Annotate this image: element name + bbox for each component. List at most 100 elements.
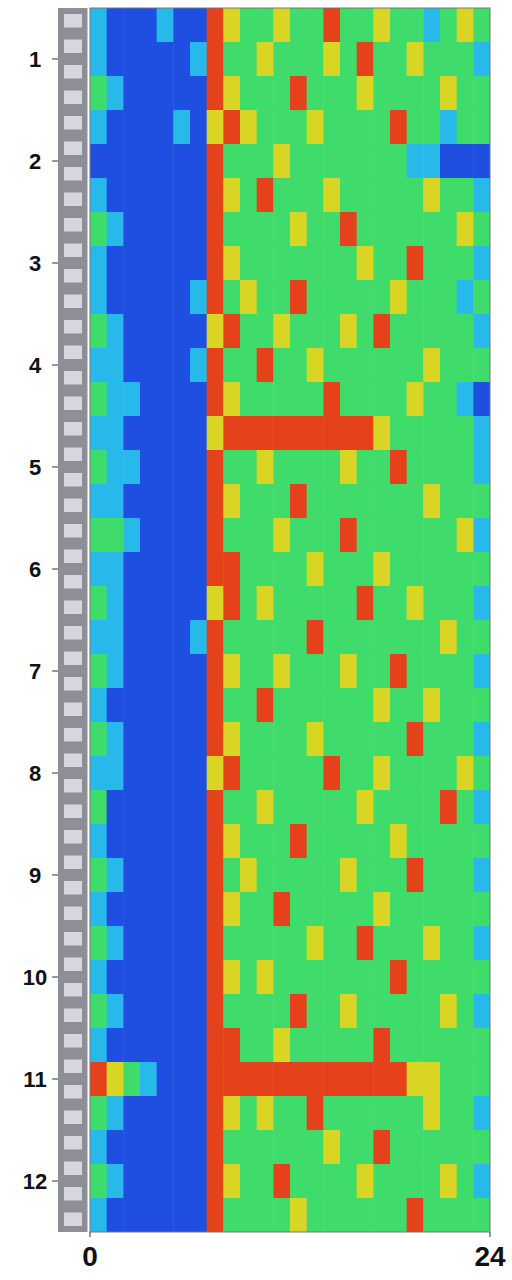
- heatmap-cell: [440, 994, 457, 1029]
- heatmap-cell: [240, 1198, 257, 1232]
- heatmap-cell: [157, 1062, 174, 1097]
- heatmap-cell: [173, 518, 190, 553]
- heatmap-cell: [173, 1096, 190, 1131]
- heatmap-cell: [340, 484, 357, 519]
- heatmap-cell: [357, 348, 374, 383]
- heatmap-cell: [357, 824, 374, 859]
- heatmap-cell: [207, 552, 224, 587]
- heatmap-cell: [107, 348, 124, 383]
- heatmap-cell: [190, 926, 207, 961]
- heatmap-cell: [240, 416, 257, 451]
- ruler-box: [64, 40, 82, 54]
- heatmap-cell: [173, 892, 190, 927]
- heatmap-cell: [107, 654, 124, 689]
- heatmap-cell: [373, 416, 390, 451]
- heatmap-cell: [407, 8, 424, 43]
- heatmap-cell: [107, 858, 124, 893]
- heatmap-cell: [140, 960, 157, 995]
- heatmap-cell: [207, 382, 224, 417]
- heatmap-cell: [323, 586, 340, 621]
- heatmap-cell: [140, 1164, 157, 1199]
- heatmap-cell: [140, 1062, 157, 1097]
- ruler-box: [64, 881, 82, 895]
- heatmap-cell: [273, 858, 290, 893]
- heatmap-cell: [140, 110, 157, 145]
- heatmap-cell: [240, 824, 257, 859]
- heatmap-cell: [340, 1062, 357, 1097]
- heatmap-cell: [340, 450, 357, 485]
- heatmap-cell: [373, 552, 390, 587]
- heatmap-cell: [173, 1028, 190, 1063]
- ruler-box: [64, 958, 82, 972]
- heatmap-cell: [390, 1164, 407, 1199]
- ruler-box: [64, 728, 82, 742]
- heatmap-cell: [290, 586, 307, 621]
- heatmap-cell: [107, 450, 124, 485]
- heatmap-cell: [140, 518, 157, 553]
- heatmap-cell: [223, 450, 240, 485]
- heatmap-cell: [457, 926, 474, 961]
- heatmap-cell: [357, 110, 374, 145]
- ruler-strip: [58, 8, 89, 1232]
- heatmap-cell: [207, 1028, 224, 1063]
- heatmap-cell: [357, 416, 374, 451]
- heatmap-cell: [240, 586, 257, 621]
- heatmap-cell: [140, 450, 157, 485]
- heatmap-cell: [307, 1028, 324, 1063]
- heatmap-cell: [90, 348, 107, 383]
- heatmap-cell: [390, 722, 407, 757]
- heatmap-cell: [223, 654, 240, 689]
- heatmap-cell: [307, 654, 324, 689]
- heatmap-cell: [207, 858, 224, 893]
- heatmap-cell: [407, 144, 424, 179]
- heatmap-cell: [190, 280, 207, 315]
- y-tick-label: 12: [23, 1169, 47, 1194]
- heatmap-cell: [257, 518, 274, 553]
- heatmap-cell: [340, 246, 357, 281]
- heatmap-cell: [123, 756, 140, 791]
- heatmap-cell: [390, 382, 407, 417]
- heatmap-cell: [457, 178, 474, 213]
- heatmap-cell: [223, 382, 240, 417]
- heatmap-cell: [123, 688, 140, 723]
- heatmap-cell: [373, 926, 390, 961]
- heatmap-cell: [157, 144, 174, 179]
- heatmap-cell: [223, 926, 240, 961]
- heatmap-cell: [257, 824, 274, 859]
- heatmap-cell: [290, 1062, 307, 1097]
- heatmap-cell: [107, 76, 124, 111]
- heatmap-cell: [140, 858, 157, 893]
- heatmap-cell: [207, 688, 224, 723]
- heatmap-cell: [307, 348, 324, 383]
- heatmap-cell: [440, 144, 457, 179]
- heatmap-cell: [273, 450, 290, 485]
- y-axis: 123456789101112: [23, 47, 58, 1194]
- heatmap-cell: [273, 1062, 290, 1097]
- heatmap-cell: [140, 1096, 157, 1131]
- heatmap-cell: [190, 348, 207, 383]
- heatmap-cell: [173, 960, 190, 995]
- heatmap-cell: [90, 552, 107, 587]
- heatmap-cell: [373, 280, 390, 315]
- heatmap-cell: [190, 1198, 207, 1232]
- heatmap-cell: [373, 314, 390, 349]
- heatmap-cell: [107, 484, 124, 519]
- heatmap-cell: [440, 790, 457, 825]
- heatmap-cell: [90, 450, 107, 485]
- heatmap-cell: [407, 654, 424, 689]
- heatmap-cell: [273, 382, 290, 417]
- heatmap-cell: [440, 42, 457, 77]
- heatmap-cell: [90, 1198, 107, 1232]
- heatmap-cell: [207, 178, 224, 213]
- heatmap-cell: [423, 212, 440, 247]
- heatmap-cell: [307, 756, 324, 791]
- heatmap-cell: [190, 960, 207, 995]
- heatmap-cell: [357, 1028, 374, 1063]
- heatmap-cell: [457, 824, 474, 859]
- heatmap-cell: [473, 1164, 490, 1199]
- heatmap-cell: [423, 1028, 440, 1063]
- heatmap-cell: [257, 1164, 274, 1199]
- heatmap-cell: [457, 450, 474, 485]
- heatmap-cell: [257, 1130, 274, 1165]
- heatmap-cell: [473, 586, 490, 621]
